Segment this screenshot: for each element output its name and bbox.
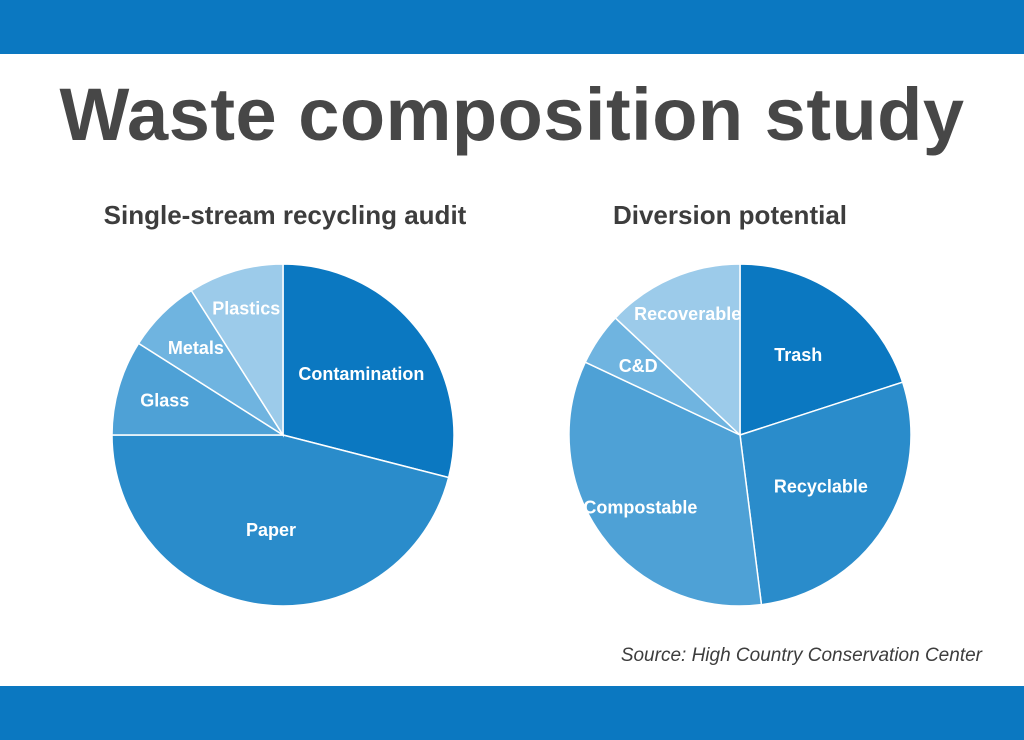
pie-slice-paper <box>111 434 450 607</box>
slice-label-glass: Glass <box>140 391 189 411</box>
pie-slice-glass <box>111 342 286 436</box>
pie-slice-recyclable <box>739 381 912 606</box>
slice-label-compostable: Compostable <box>583 497 697 517</box>
slice-label-trash: Trash <box>774 345 822 365</box>
chart-title-recycling-audit: Single-stream recycling audit <box>103 200 467 230</box>
bottom-band <box>0 686 1024 740</box>
pie-chart-recycling-audit: Contamination Paper Glass Metals Plastics <box>111 263 455 607</box>
slice-label-paper: Paper <box>246 520 296 540</box>
slice-label-plastics: Plastics <box>212 299 280 319</box>
chart-title-diversion-potential: Diversion potential <box>612 200 848 230</box>
slice-label-recoverable: Recoverable <box>634 304 741 324</box>
pie-chart-diversion-potential: Trash Recyclable Compostable C&D Recoverable <box>568 263 912 607</box>
source-note: Source: High Country Conservation Center <box>620 645 982 666</box>
slice-label-recyclable: Recyclable <box>774 476 868 496</box>
slice-label-contamination: Contamination <box>298 364 424 384</box>
slice-label-metals: Metals <box>168 338 224 358</box>
slice-label-c-d: C&D <box>619 356 658 376</box>
top-band <box>0 0 1024 54</box>
pie-slice-plastics <box>190 263 284 438</box>
pie-slice-recoverable <box>614 263 741 437</box>
pie-slice-contamination <box>282 263 455 479</box>
page-title: Waste composition study <box>59 73 965 156</box>
pie-slice-trash <box>739 263 904 437</box>
